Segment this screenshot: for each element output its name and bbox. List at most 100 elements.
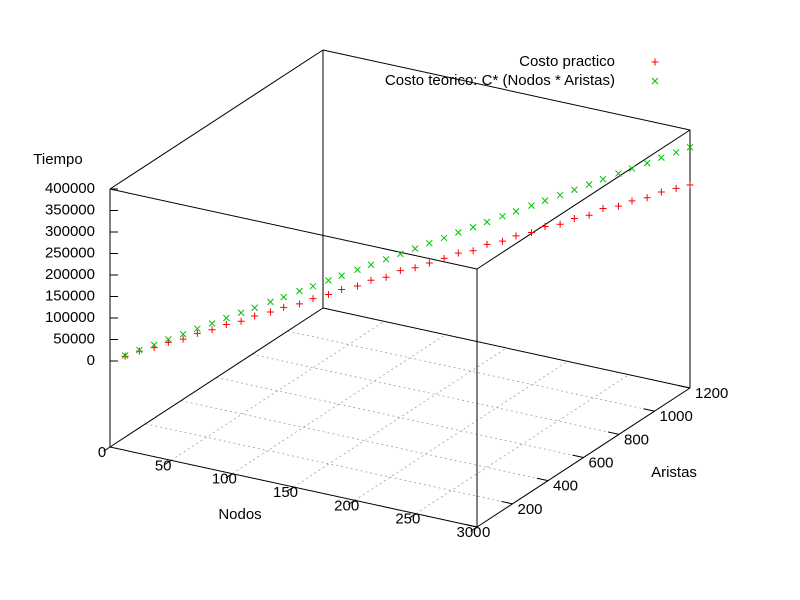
data-point [309,282,317,290]
grid-line [415,374,630,515]
x-tick-label: 250 [395,511,420,528]
data-point [179,330,187,338]
data-point [512,232,520,240]
data-point [135,347,143,355]
y-tick-label: 400 [553,478,578,495]
z-tick-label: 250000 [45,244,95,261]
data-point [628,197,636,205]
x-tick-label: 300 [456,524,481,541]
data-point [353,282,361,290]
data-point [686,181,694,189]
box-edge [322,49,691,131]
legend-label: Costo practico [519,53,615,70]
data-point [367,276,375,284]
data-point [440,254,448,262]
data-point [266,308,274,316]
data-point [469,247,477,255]
data-point [672,184,680,192]
data-point [657,188,665,196]
legend-marker [651,58,659,66]
y-tick-label: 600 [589,454,614,471]
z-tick-label: 150000 [45,287,95,304]
data-point [193,329,201,337]
data-point [541,222,549,230]
data-point [136,346,143,354]
x-tick-label: 50 [155,457,172,474]
data-point [556,191,564,199]
data-point [237,309,245,317]
y-axis-title: Aristas [651,464,697,481]
data-point [194,325,201,333]
legend-label: Costo teorico: C* (Nodos * Aristas) [385,72,615,89]
data-point [614,202,622,210]
data-point [483,240,491,248]
y-tick [465,524,478,528]
y-tick-label: 200 [518,501,543,518]
data-point [425,259,433,267]
box-edge [322,307,691,389]
z-tick-label: 0 [87,352,95,369]
z-tick-label: 300000 [45,223,95,240]
data-point [382,255,390,263]
data-point [338,272,345,280]
y-tick-label: 1200 [695,385,728,402]
data-point [309,295,317,303]
x-tick-label: 150 [273,484,298,501]
x-tick [103,446,111,452]
data-point [615,170,622,177]
data-point [251,312,259,320]
data-point [411,264,419,272]
data-point [223,314,230,322]
data-point [643,159,651,167]
box-edge [109,307,324,448]
data-point [295,300,303,308]
y-tick [536,477,549,482]
data-point [599,205,607,213]
data-point [354,266,361,274]
z-axis-title: Tiempo [33,151,82,168]
data-point [512,207,520,215]
data-point [672,149,680,156]
data-point [397,250,404,258]
data-point [483,218,491,226]
x-tick [470,526,478,532]
data-point [325,277,332,284]
data-point [296,287,303,295]
data-point [455,229,462,236]
data-point [527,229,535,237]
data-point [150,341,158,349]
data-point [411,245,419,252]
data-point [643,194,651,202]
data-point [556,220,564,228]
data-point [208,326,216,334]
data-point [324,290,332,298]
data-point [121,352,129,359]
data-point [528,202,535,209]
data-point [251,304,258,312]
y-tick-label: 0 [482,524,490,541]
data-point [267,298,274,306]
y-tick [607,431,620,435]
data-point [571,186,578,194]
data-point [367,261,375,269]
data-point [585,211,593,219]
legend-marker [651,77,659,85]
x-tick [225,473,233,479]
y-tick-label: 800 [624,431,649,448]
data-point [222,320,230,328]
grid-line [170,320,385,461]
data-point [426,239,433,247]
data-point [338,285,346,293]
grid-line [180,400,549,482]
x-tick [286,486,294,492]
x-tick [164,459,172,465]
x-tick-label: 100 [212,471,237,488]
data-point [454,249,462,257]
data-point [686,143,694,151]
y-tick [572,454,584,458]
z-tick-label: 100000 [45,309,95,326]
data-point [237,317,245,325]
z-tick-label: 200000 [45,266,95,283]
data-point [382,273,390,281]
